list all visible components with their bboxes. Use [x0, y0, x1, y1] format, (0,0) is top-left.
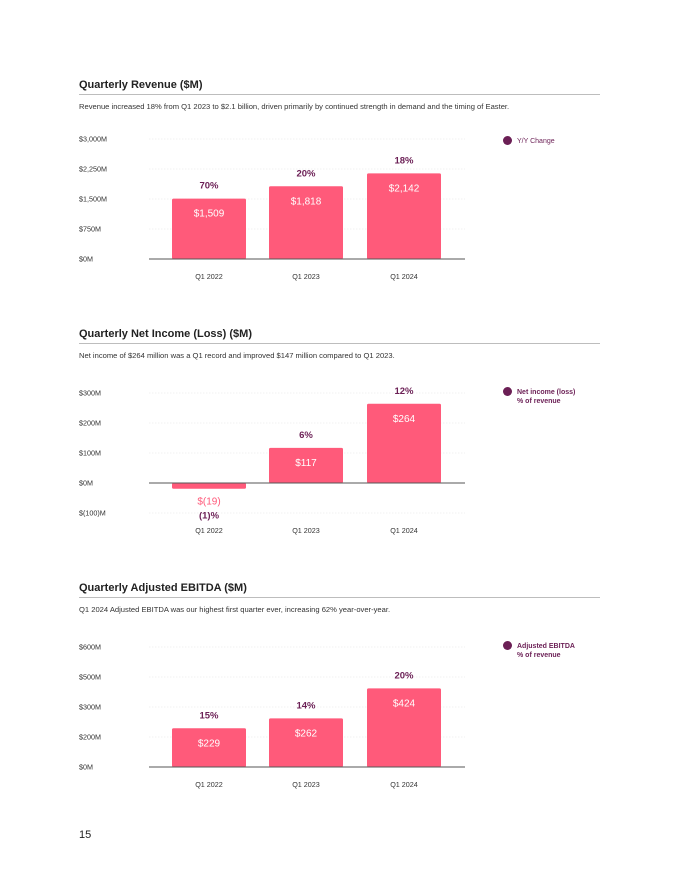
y-tick-label: $100M [79, 449, 101, 458]
y-tick-label: $750M [79, 225, 101, 234]
y-tick-label: $2,250M [79, 165, 107, 174]
bar-annotation: 14% [296, 700, 316, 711]
net-income-description: Net income of $264 million was a Q1 reco… [79, 351, 395, 360]
legend-line-1: Net income (loss) [517, 389, 576, 396]
bar-annotation: 70% [199, 181, 219, 192]
y-tick-label: $300M [79, 703, 101, 712]
bar-q1-2023 [269, 447, 343, 483]
bar-annotation: 20% [394, 670, 414, 681]
y-tick-label: $200M [79, 733, 101, 742]
net-income-legend-label: Net income (loss) % of revenue [517, 388, 607, 406]
adjusted-ebitda-legend-label: Adjusted EBITDA % of revenue [517, 642, 607, 660]
x-tick-label: Q1 2024 [390, 526, 418, 535]
bar-annotation: 15% [199, 710, 219, 721]
bar-value-label: $(19) [197, 497, 220, 508]
bar-value-label: $1,509 [194, 209, 225, 220]
y-tick-label: $3,000M [79, 135, 107, 144]
bar-q1-2022 [172, 198, 246, 259]
adjusted-ebitda-title: Quarterly Adjusted EBITDA ($M) [79, 582, 247, 594]
bar-value-label: $1,818 [291, 196, 322, 207]
x-tick-label: Q1 2022 [195, 526, 223, 535]
bar-annotation: 6% [299, 430, 313, 441]
bar-value-label: $424 [393, 698, 416, 709]
adjusted-ebitda-section: Quarterly Adjusted EBITDA ($M) Q1 2024 A… [79, 582, 600, 797]
bar-annotation: 18% [394, 155, 414, 166]
bar-value-label: $117 [295, 458, 317, 469]
revenue-description: Revenue increased 18% from Q1 2023 to $2… [79, 102, 510, 111]
legend-line-1: Y/Y Change [517, 138, 555, 145]
bar-annotation: 20% [296, 168, 316, 179]
y-tick-label: $600M [79, 643, 101, 652]
revenue-legend-label: Y/Y Change [517, 137, 607, 146]
net-income-title: Quarterly Net Income (Loss) ($M) [79, 328, 252, 340]
bar-value-label: $262 [295, 728, 318, 739]
bar-q1-2023 [269, 186, 343, 259]
bar-q1-2023 [269, 718, 343, 767]
y-tick-label: $1,500M [79, 195, 107, 204]
x-tick-label: Q1 2024 [390, 272, 418, 281]
net-income-divider [79, 343, 600, 344]
legend-line-1: Adjusted EBITDA [517, 643, 575, 650]
x-tick-label: Q1 2023 [292, 780, 320, 789]
bar-annotation: (1)% [199, 511, 220, 522]
bar-q1-2022 [172, 483, 246, 489]
net-income-chart: $(100)M $0M $100M $200M $300M $(19) (1)% Q1 202… [79, 386, 465, 535]
adjusted-ebitda-chart: $0M $200M $300M $500M $600M $229 15% Q1 2022 $26… [79, 643, 465, 789]
revenue-divider [79, 94, 600, 95]
legend-dot-icon [503, 641, 512, 650]
bar-value-label: $229 [198, 738, 221, 749]
x-tick-label: Q1 2024 [390, 780, 418, 789]
legend-line-2: % of revenue [517, 398, 561, 405]
revenue-chart: $0M $750M $1,500M $2,250M $3,000M $1,509 70% Q1… [79, 135, 465, 281]
revenue-section: Quarterly Revenue ($M) Revenue increased… [79, 79, 600, 294]
y-tick-label: $500M [79, 673, 101, 682]
bar-value-label: $264 [393, 414, 416, 425]
bar-q1-2022 [172, 728, 246, 767]
adjusted-ebitda-divider [79, 597, 600, 598]
x-tick-label: Q1 2023 [292, 272, 320, 281]
legend-dot-icon [503, 136, 512, 145]
y-tick-label: $300M [79, 389, 101, 398]
legend-dot-icon [503, 387, 512, 396]
bar-annotation: 12% [394, 386, 414, 397]
revenue-title: Quarterly Revenue ($M) [79, 79, 203, 91]
y-tick-label: $0M [79, 255, 93, 264]
y-tick-label: $0M [79, 479, 93, 488]
x-tick-label: Q1 2022 [195, 272, 223, 281]
bar-q1-2024 [367, 173, 441, 259]
y-tick-label: $(100)M [79, 509, 106, 518]
bar-q1-2024 [367, 688, 441, 767]
y-tick-label: $0M [79, 763, 93, 772]
x-tick-label: Q1 2022 [195, 780, 223, 789]
legend-line-2: % of revenue [517, 652, 561, 659]
adjusted-ebitda-description: Q1 2024 Adjusted EBITDA was our highest … [79, 605, 391, 614]
bar-q1-2024 [367, 403, 441, 483]
x-tick-label: Q1 2023 [292, 526, 320, 535]
page-number: 15 [79, 829, 92, 841]
bar-value-label: $2,142 [389, 183, 420, 194]
y-tick-label: $200M [79, 419, 101, 428]
net-income-section: Quarterly Net Income (Loss) ($M) Net inc… [79, 328, 600, 543]
